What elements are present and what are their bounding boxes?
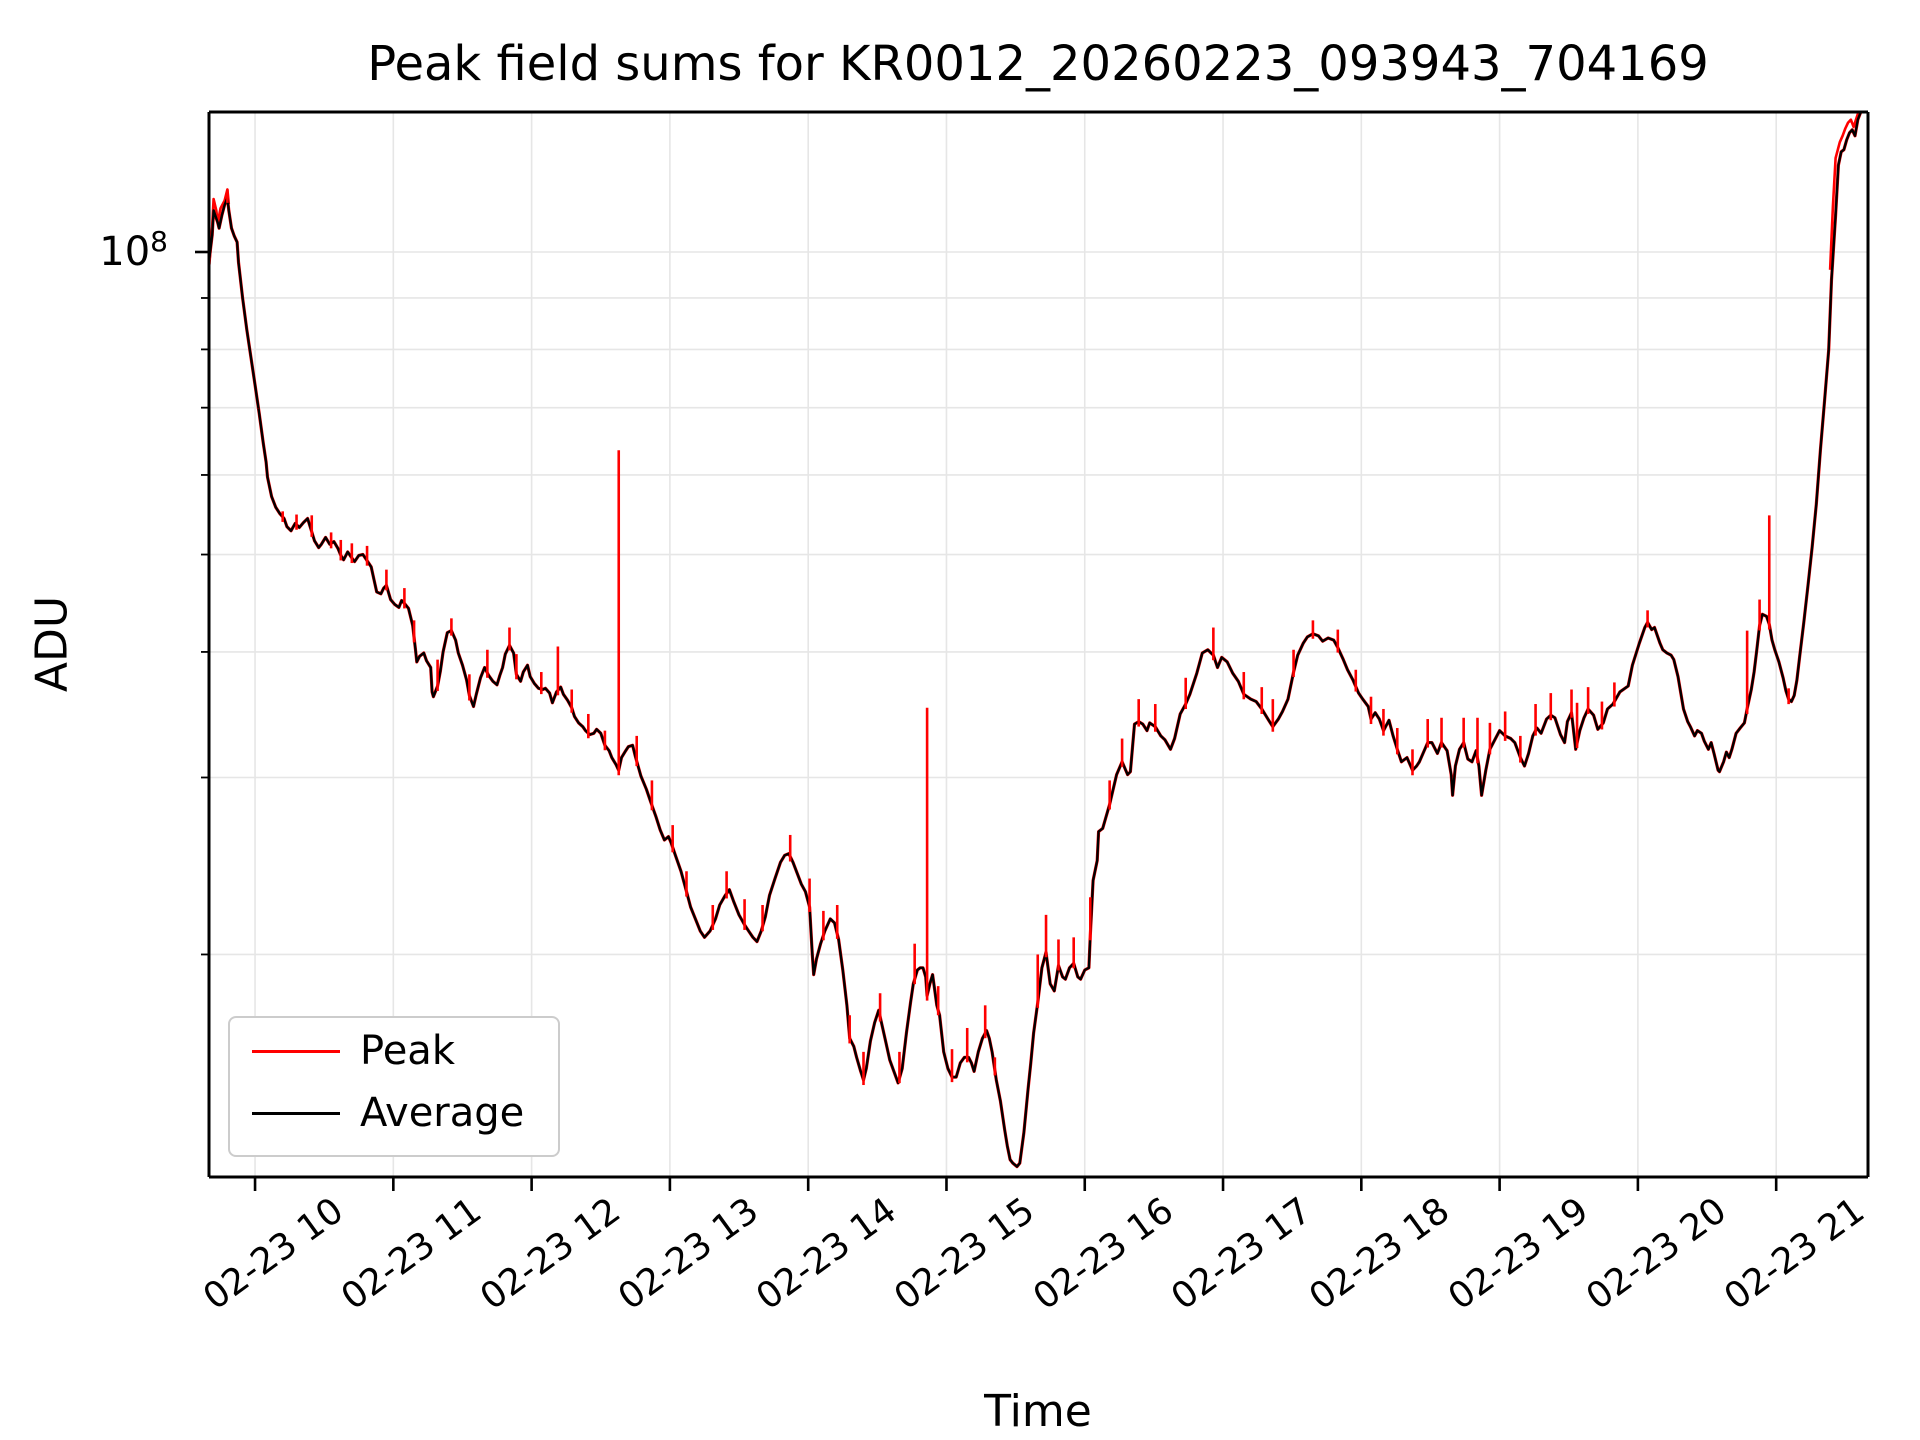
legend: Peak Average [228,1016,560,1157]
legend-item-peak: Peak [230,1026,558,1076]
peak-spikes [226,189,1790,1086]
legend-item-average: Average [230,1088,558,1138]
x-axis-label: Time [984,1386,1092,1437]
legend-label-peak: Peak [360,1028,455,1074]
y-tick-label-1e8: 108 [99,224,168,276]
axis-ticks [195,250,1778,1191]
axes-frame [207,110,1870,1179]
grid-lines [209,112,1868,1177]
chart-title: Peak field sums for KR0012_20260223_0939… [367,36,1709,92]
y-axis-label: ADU [26,595,78,693]
average-line-swatch [252,1112,340,1115]
legend-label-average: Average [360,1090,525,1136]
peak-line-swatch [252,1050,340,1053]
